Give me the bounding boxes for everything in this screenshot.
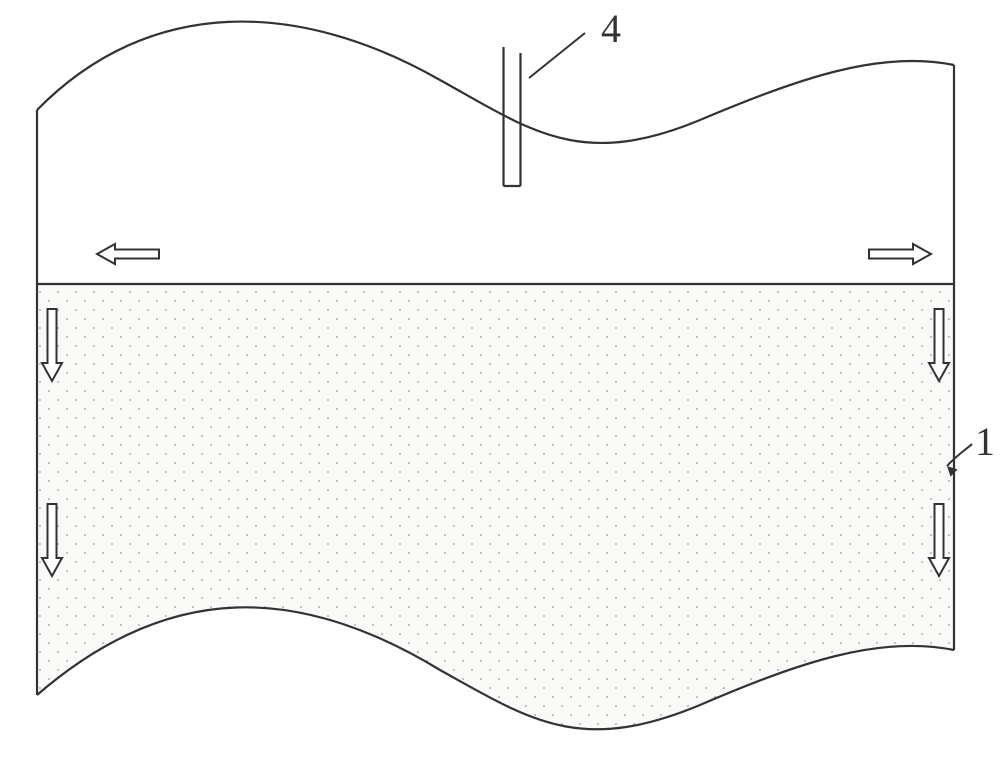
leader-line-4: [529, 33, 585, 78]
top-cutaway-wave: [37, 22, 954, 143]
arrow-left-icon: [97, 244, 159, 264]
technical-diagram: 41: [0, 0, 1000, 763]
label-4: 4: [601, 6, 621, 51]
label-1: 1: [975, 419, 995, 464]
arrow-right-icon: [869, 244, 931, 264]
substrate-region: [0, 284, 1000, 763]
